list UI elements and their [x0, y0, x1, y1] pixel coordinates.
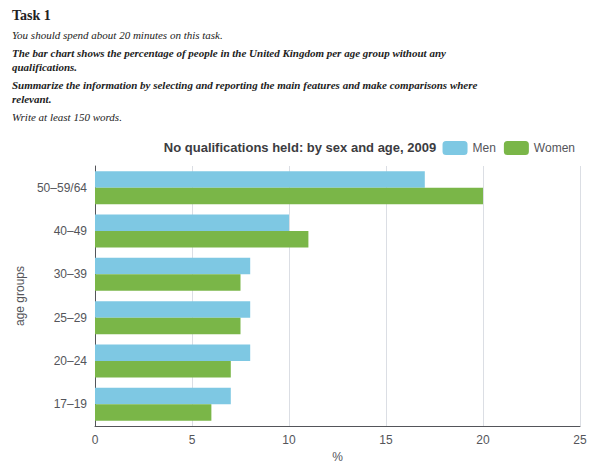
svg-text:Task 1: Task 1 — [12, 8, 51, 23]
svg-text:qualifications.: qualifications. — [12, 61, 77, 73]
svg-text:The bar chart shows the percen: The bar chart shows the percentage of pe… — [12, 47, 449, 59]
svg-text:You should spend about 20 minu: You should spend about 20 minutes on thi… — [12, 29, 223, 41]
svg-text:10: 10 — [282, 433, 296, 447]
svg-text:50–59/64: 50–59/64 — [37, 181, 87, 195]
svg-text:Summarize the information by s: Summarize the information by selecting a… — [12, 79, 480, 91]
svg-text:20: 20 — [476, 433, 490, 447]
svg-text:25–29: 25–29 — [54, 311, 88, 325]
svg-text:relevant.: relevant. — [12, 93, 51, 105]
svg-text:5: 5 — [189, 433, 196, 447]
svg-text:Men: Men — [473, 141, 496, 155]
svg-text:0: 0 — [92, 433, 99, 447]
svg-text:%: % — [332, 450, 343, 464]
svg-text:age groups: age groups — [13, 266, 27, 326]
svg-text:40–49: 40–49 — [54, 224, 88, 238]
svg-text:17–19: 17–19 — [54, 397, 88, 411]
svg-text:20–24: 20–24 — [54, 354, 88, 368]
svg-text:25: 25 — [573, 433, 587, 447]
svg-text:Write at least 150 words.: Write at least 150 words. — [12, 111, 122, 123]
svg-text:Women: Women — [534, 141, 575, 155]
svg-text:No qualifications held: by sex: No qualifications held: by sex and age, … — [164, 140, 436, 155]
svg-text:30–39: 30–39 — [54, 267, 88, 281]
svg-text:15: 15 — [379, 433, 393, 447]
